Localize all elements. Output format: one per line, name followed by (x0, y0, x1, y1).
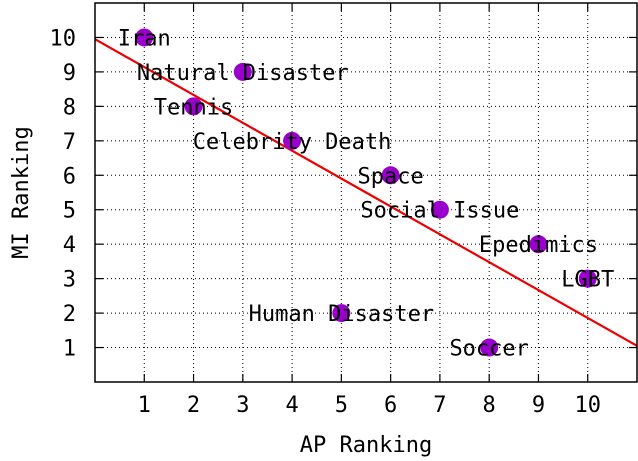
data-points (135, 28, 597, 357)
point-label: LGBT (561, 268, 614, 293)
x-tick-label: 3 (236, 393, 249, 418)
y-tick-label: 4 (63, 233, 76, 258)
x-tick-label: 5 (335, 393, 348, 418)
x-tick-label: 4 (285, 393, 298, 418)
y-tick-label: 5 (63, 199, 76, 224)
point-label: Tennis (154, 95, 233, 120)
y-tick-label: 7 (63, 130, 76, 155)
x-tick-label: 1 (138, 393, 151, 418)
data-point (283, 131, 302, 150)
point-label: Social Issue (360, 199, 519, 224)
y-tick-label: 10 (50, 26, 77, 51)
y-tick-label: 1 (63, 337, 76, 362)
data-point (233, 62, 252, 81)
point-labels: Iran Natural Disaster Tennis Celebrity Deat… (118, 26, 614, 361)
data-point (529, 235, 548, 254)
point-label: Space (358, 164, 424, 189)
data-point (578, 269, 597, 288)
data-point (184, 97, 203, 116)
y-axis-title: MI Ranking (9, 126, 34, 258)
x-tick-label: 7 (433, 393, 446, 418)
y-tick-label: 3 (63, 268, 76, 293)
data-point (430, 200, 449, 219)
point-label: Natural Disaster (137, 61, 349, 86)
y-tick-label: 6 (63, 164, 76, 189)
y-tick-label: 2 (63, 302, 76, 327)
x-tick-label: 2 (187, 393, 200, 418)
data-point (135, 28, 154, 47)
data-point (480, 338, 499, 357)
data-point (381, 166, 400, 185)
x-tick-label: 6 (384, 393, 397, 418)
plot-frame (94, 2, 638, 383)
fit-line-layer (94, 38, 638, 347)
point-label: Human Disaster (249, 302, 434, 327)
x-axis-title: AP Ranking (300, 433, 432, 458)
point-label: Soccer (449, 337, 528, 362)
y-tick-label: 8 (63, 95, 76, 120)
fit-line (94, 38, 638, 347)
x-tick-label: 9 (532, 393, 545, 418)
point-label: Epedimics (479, 233, 598, 258)
x-tick-label: 8 (483, 393, 496, 418)
point-label: Iran (118, 26, 171, 51)
x-tick-label: 10 (574, 393, 601, 418)
axis-ticks: 1 2 3 4 5 6 7 8 9 10 1 2 3 4 5 6 7 8 9 10 (50, 3, 637, 418)
y-tick-label: 9 (63, 61, 76, 86)
point-label: Celebrity Death (193, 130, 392, 155)
data-point (332, 304, 351, 323)
